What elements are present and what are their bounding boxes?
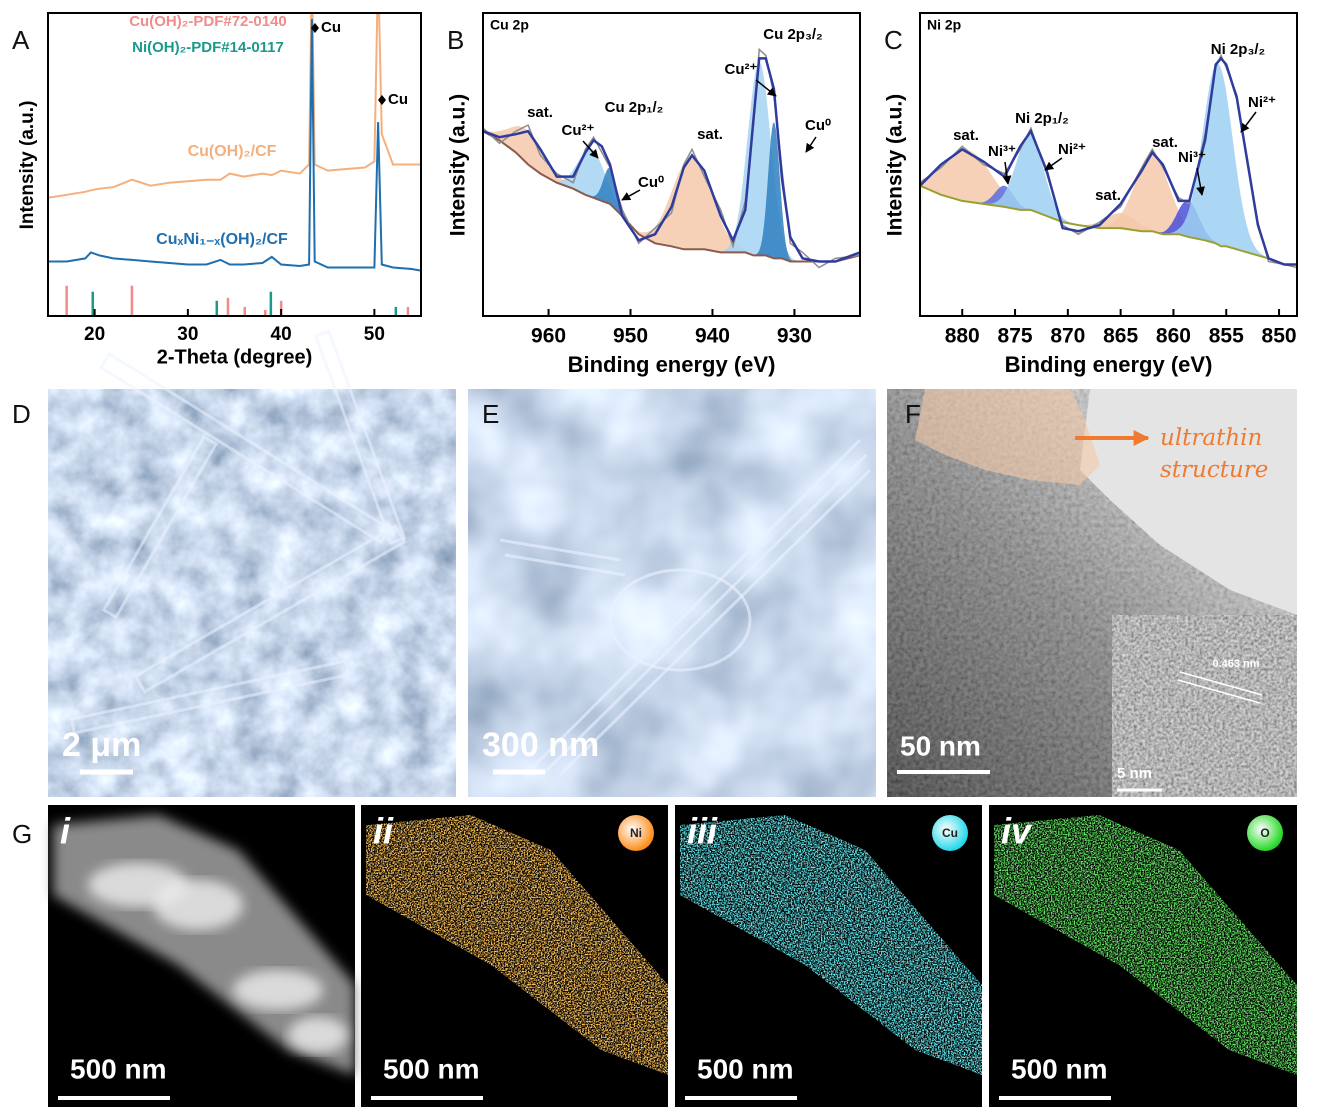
x-tick-label: 20 — [84, 324, 105, 345]
panel-label: E — [482, 399, 499, 429]
annotation: Ni 2p₃/₂ — [1211, 41, 1265, 58]
x-axis-label: Binding energy (eV) — [568, 352, 776, 377]
haadf-particle — [233, 970, 323, 1010]
annotation: Ni²⁺ — [1058, 141, 1086, 158]
scale-bar-label: 50 nm — [900, 730, 981, 761]
x-tick-label: 850 — [1262, 325, 1297, 348]
reference-label: Cu(OH)₂-PDF#72-0140 — [129, 13, 287, 30]
x-tick-label: 860 — [1156, 325, 1191, 348]
chart-title: Ni 2p — [927, 17, 961, 33]
sem-panel-d: D 2 μm — [12, 331, 456, 797]
haadf-particle — [288, 1017, 348, 1053]
figure: D 2 μm E 300 nm ultrathin structure F 50… — [0, 0, 1319, 1109]
annotation: ultrathin — [1160, 425, 1262, 451]
series-label: Cu(OH)₂/CF — [188, 143, 277, 160]
reference-label: Ni(OH)₂-PDF#14-0117 — [132, 39, 284, 56]
scale-bar-label: 500 nm — [70, 1053, 167, 1084]
annotation: Cu⁰ — [638, 174, 664, 191]
map-panel: i 500 nm — [48, 805, 355, 1107]
map-panel: Cu iii 500 nm — [675, 805, 982, 1107]
page: {"chart_data": [ {"type": "line", "panel… — [0, 0, 1319, 1109]
x-tick-label: 875 — [998, 325, 1033, 348]
x-tick-label: 865 — [1103, 325, 1138, 348]
panel-label: C — [884, 25, 903, 55]
y-axis-label: Intensity (a.u.) — [447, 94, 470, 236]
sem-panel-e: E 300 nm — [468, 389, 876, 797]
annotation: sat. — [1095, 187, 1121, 204]
x-tick-label: 950 — [613, 325, 648, 348]
annotation: Ni 2p₁/₂ — [1015, 110, 1069, 127]
panel-label: G — [12, 819, 32, 849]
map-index: iii — [687, 811, 718, 852]
map-panel: Ni ii 500 nm — [361, 805, 668, 1107]
annotation: Cu²⁺ — [562, 122, 595, 139]
annotation: Cu 2p₁/₂ — [605, 99, 664, 116]
annotation: structure — [1160, 457, 1268, 483]
map-index: iv — [1001, 811, 1033, 852]
scale-bar-label: 500 nm — [383, 1053, 480, 1084]
y-axis-label: Intensity (a.u.) — [17, 101, 38, 230]
annotation: Cu⁰ — [805, 117, 831, 134]
scale-bar-label: 5 nm — [1117, 765, 1152, 782]
annotation: Cu — [321, 19, 341, 36]
series-label: CuₓNi₁₋ₓ(OH)₂/CF — [156, 231, 288, 248]
x-tick-label: 50 — [364, 324, 385, 345]
panel-label: F — [905, 399, 921, 429]
annotation: sat. — [1152, 134, 1178, 151]
element-label: O — [1260, 826, 1269, 840]
inset: 0.463 nm 5 nm — [1112, 615, 1297, 797]
scale-bar-label: 500 nm — [697, 1053, 794, 1084]
x-tick-label: 855 — [1209, 325, 1244, 348]
annotation: sat. — [697, 126, 723, 143]
y-axis-label: Intensity (a.u.) — [884, 94, 907, 236]
x-axis-label: Binding energy (eV) — [1005, 352, 1213, 377]
annotation: Ni³⁺ — [988, 143, 1016, 160]
panel-label: D — [12, 399, 31, 429]
map-index: ii — [373, 811, 394, 852]
scale-bar-label: 500 nm — [1011, 1053, 1108, 1084]
annotation: Cu — [388, 91, 408, 108]
tem-panel-f: ultrathin structure F 50 nm 0.463 nm 5 n… — [887, 389, 1297, 797]
map-panel: Oiv 500 nm — [989, 805, 1297, 1107]
annotation: Cu 2p₃/₂ — [763, 26, 822, 43]
chart-title: Cu 2p — [490, 17, 529, 33]
scale-bar-label: 300 nm — [482, 726, 599, 764]
annotation: Ni³⁺ — [1178, 149, 1206, 166]
x-tick-label: 30 — [177, 324, 198, 345]
scale-bar-label: 2 μm — [62, 726, 141, 764]
map-index: i — [60, 811, 71, 852]
element-label: Ni — [630, 826, 642, 840]
lattice-label: 0.463 nm — [1212, 658, 1259, 670]
x-tick-label: 940 — [695, 325, 730, 348]
x-tick-label: 930 — [777, 325, 812, 348]
x-tick-label: 880 — [945, 325, 980, 348]
panel-label: A — [12, 25, 30, 55]
x-axis-label: 2-Theta (degree) — [157, 346, 313, 368]
annotation: sat. — [527, 104, 553, 121]
annotation: Ni²⁺ — [1248, 94, 1276, 111]
x-tick-label: 870 — [1050, 325, 1085, 348]
annotation: sat. — [953, 127, 979, 144]
haadf-particle — [153, 880, 243, 930]
x-tick-label: 960 — [531, 325, 566, 348]
x-tick-label: 40 — [271, 324, 292, 345]
panel-label: B — [447, 25, 464, 55]
element-label: Cu — [942, 826, 958, 840]
annotation: Cu²⁺ — [725, 61, 758, 78]
